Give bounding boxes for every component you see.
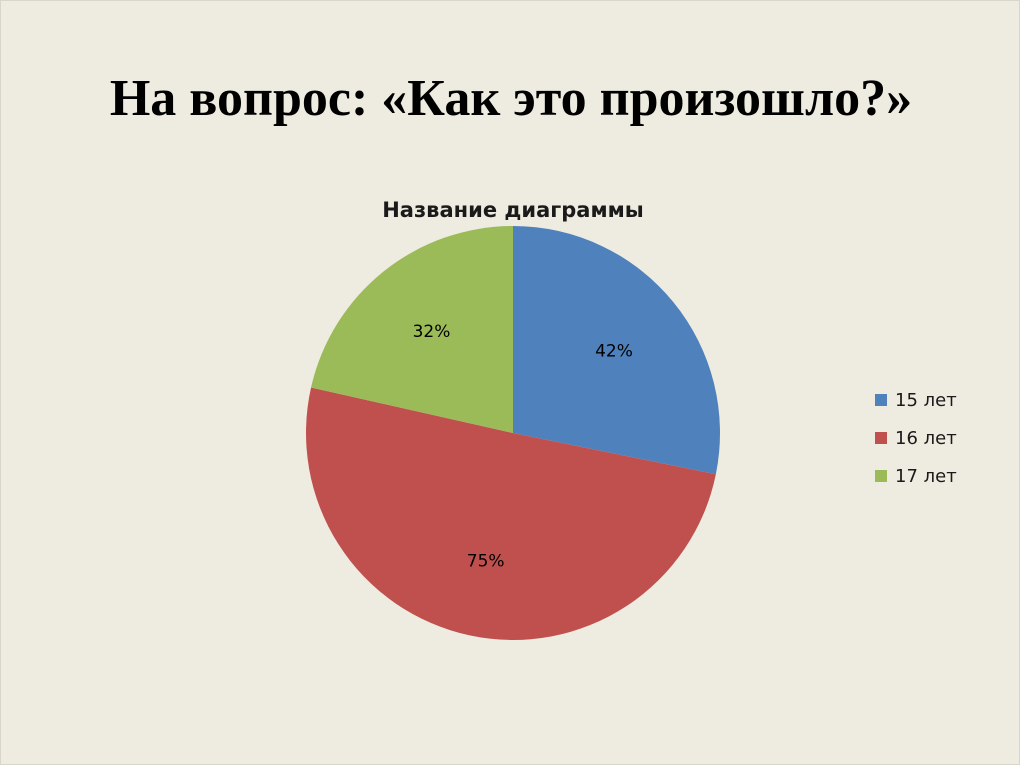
chart-title: Название диаграммы (382, 198, 644, 222)
legend-swatch (875, 470, 887, 482)
legend-label: 15 лет (895, 389, 957, 411)
data-label-3: 32% (413, 322, 451, 342)
legend-item-3: 17 лет (875, 457, 957, 495)
legend-label: 17 лет (895, 465, 957, 487)
legend-swatch (875, 432, 887, 444)
pie-slice-1 (513, 226, 720, 475)
data-label-1: 42% (595, 342, 633, 362)
pie-slice-2 (306, 387, 716, 640)
pie-slice-3 (311, 226, 513, 433)
legend-item-1: 15 лет (875, 381, 957, 419)
legend-swatch (875, 394, 887, 406)
chart-legend: 15 лет 16 лет 17 лет (875, 381, 957, 495)
legend-label: 16 лет (895, 427, 957, 449)
slide-title: На вопрос: «Как это произошло?» (109, 70, 913, 127)
data-label-2: 75% (467, 552, 505, 572)
legend-item-2: 16 лет (875, 419, 957, 457)
